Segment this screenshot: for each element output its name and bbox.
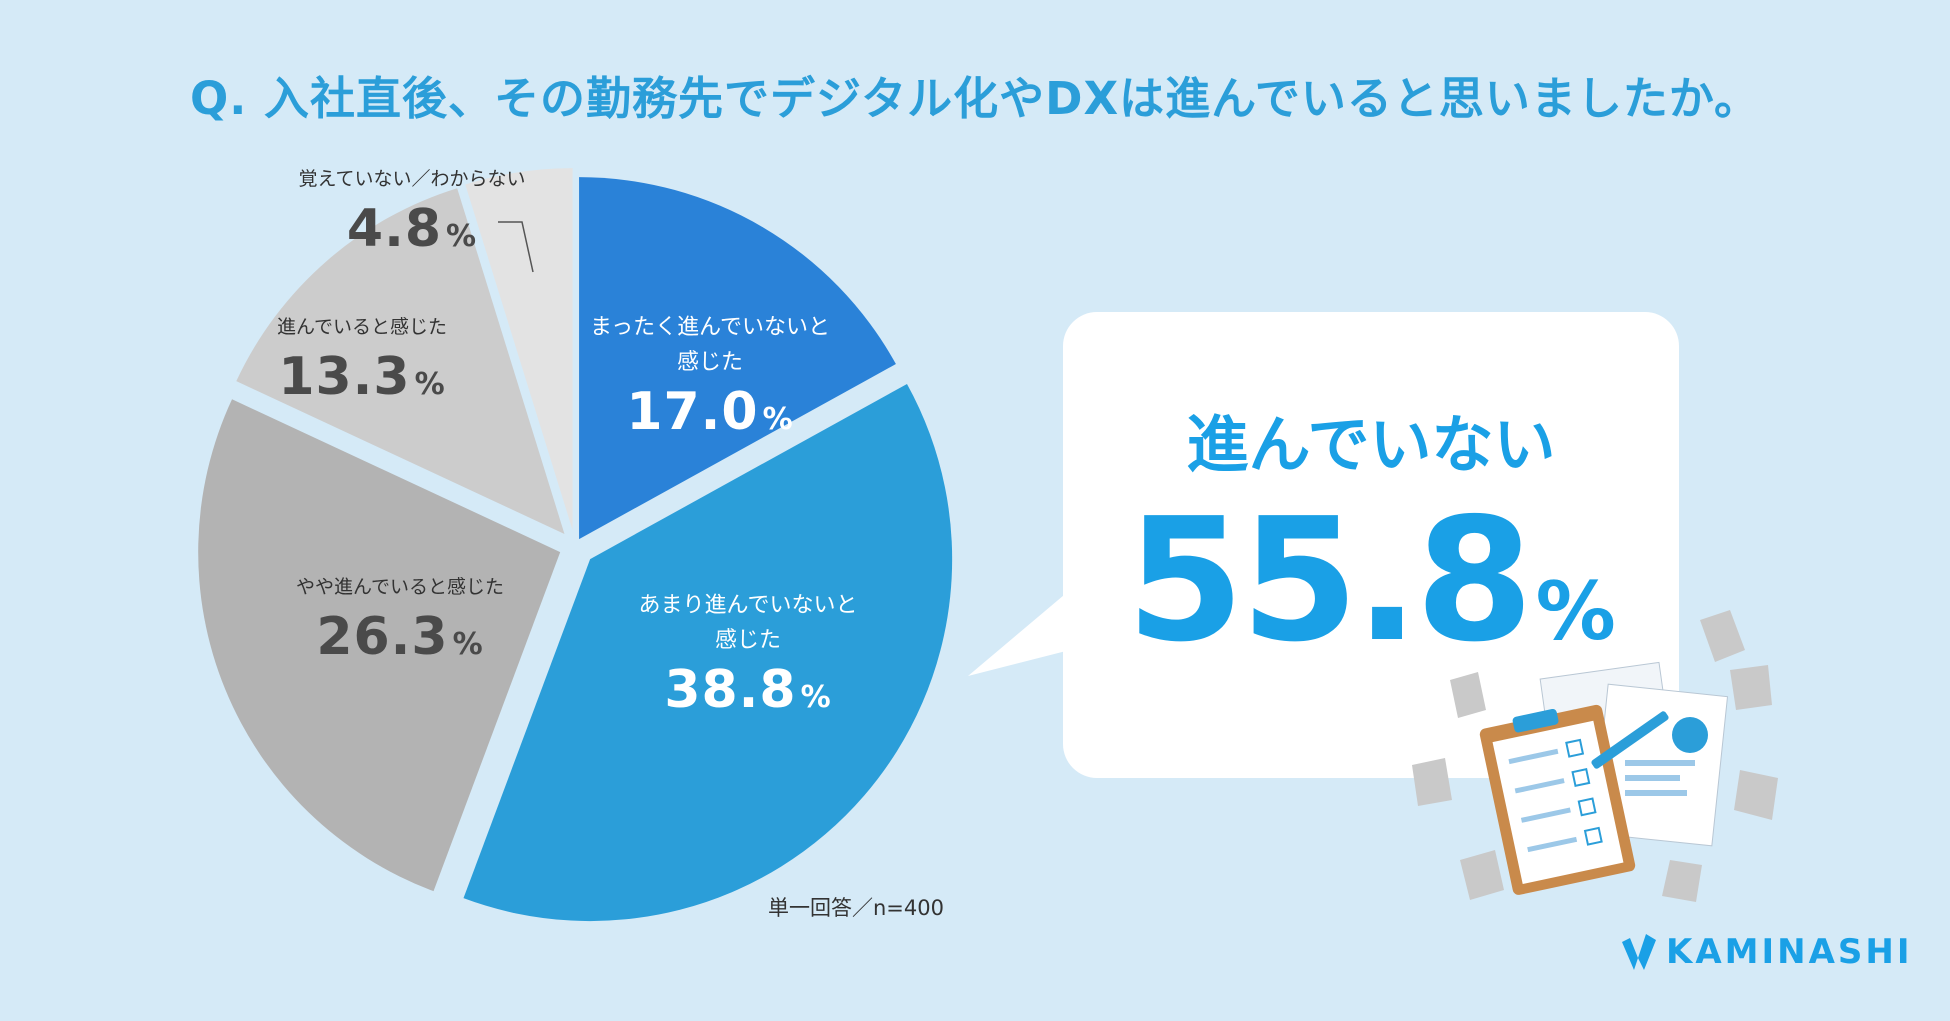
pie-slice-1 — [579, 177, 896, 540]
pie-slice-3 — [198, 399, 561, 892]
pie-slice-4 — [236, 188, 565, 534]
logo-text: KAMINASHI — [1666, 932, 1913, 972]
slice-category: 進んでいると感じた — [276, 316, 448, 338]
sample-note: 単一回答／n=400 — [768, 896, 944, 920]
slice-category: まったく進んでいないと — [589, 315, 831, 340]
slice-label-s2: あまり進んでいないと 感じた 38.8% — [598, 588, 898, 730]
brand-logo: KAMINASHI — [1618, 930, 1913, 974]
slice-category: あまり進んでいないと — [638, 593, 858, 618]
slice-value: 4.8% — [346, 199, 478, 259]
callout-bubble: 進んでいない 55.8% — [1063, 312, 1679, 778]
slice-value: 13.3% — [278, 347, 446, 407]
clipboard — [1479, 704, 1636, 895]
slice-label-s4: 進んでいると感じた 13.3% — [212, 310, 512, 417]
slice-value: 38.8% — [664, 660, 832, 720]
clipboard-illustration — [1412, 610, 1778, 902]
callout-value: 55.8% — [1126, 482, 1616, 680]
slice-category: 覚えていない／わからない — [298, 168, 526, 190]
callout-heading: 進んでいない — [1186, 408, 1556, 481]
slice-label-s5: 覚えていない／わからない 4.8% — [262, 162, 562, 269]
slice-value: 17.0% — [626, 382, 794, 442]
slice-category: やや進んでいると感じた — [295, 576, 505, 598]
slice-category: 感じた — [676, 350, 743, 375]
slice-value: 26.3% — [316, 607, 484, 667]
flying-papers — [1412, 610, 1778, 902]
slice-label-s3: やや進んでいると感じた 26.3% — [250, 570, 550, 677]
logo-mark-icon — [1622, 934, 1656, 970]
pen-icon — [1591, 711, 1669, 769]
leader-line — [498, 221, 534, 273]
slice-label-s1: まったく進んでいないと 感じた 17.0% — [560, 310, 860, 452]
chart-title: Q. 入社直後、その勤務先でデジタル化やDXは進んでいると思いましたか。 — [189, 72, 1761, 125]
pie-slice-5 — [465, 168, 573, 531]
pie-slice-2 — [463, 383, 953, 922]
slice-category: 感じた — [714, 628, 781, 653]
